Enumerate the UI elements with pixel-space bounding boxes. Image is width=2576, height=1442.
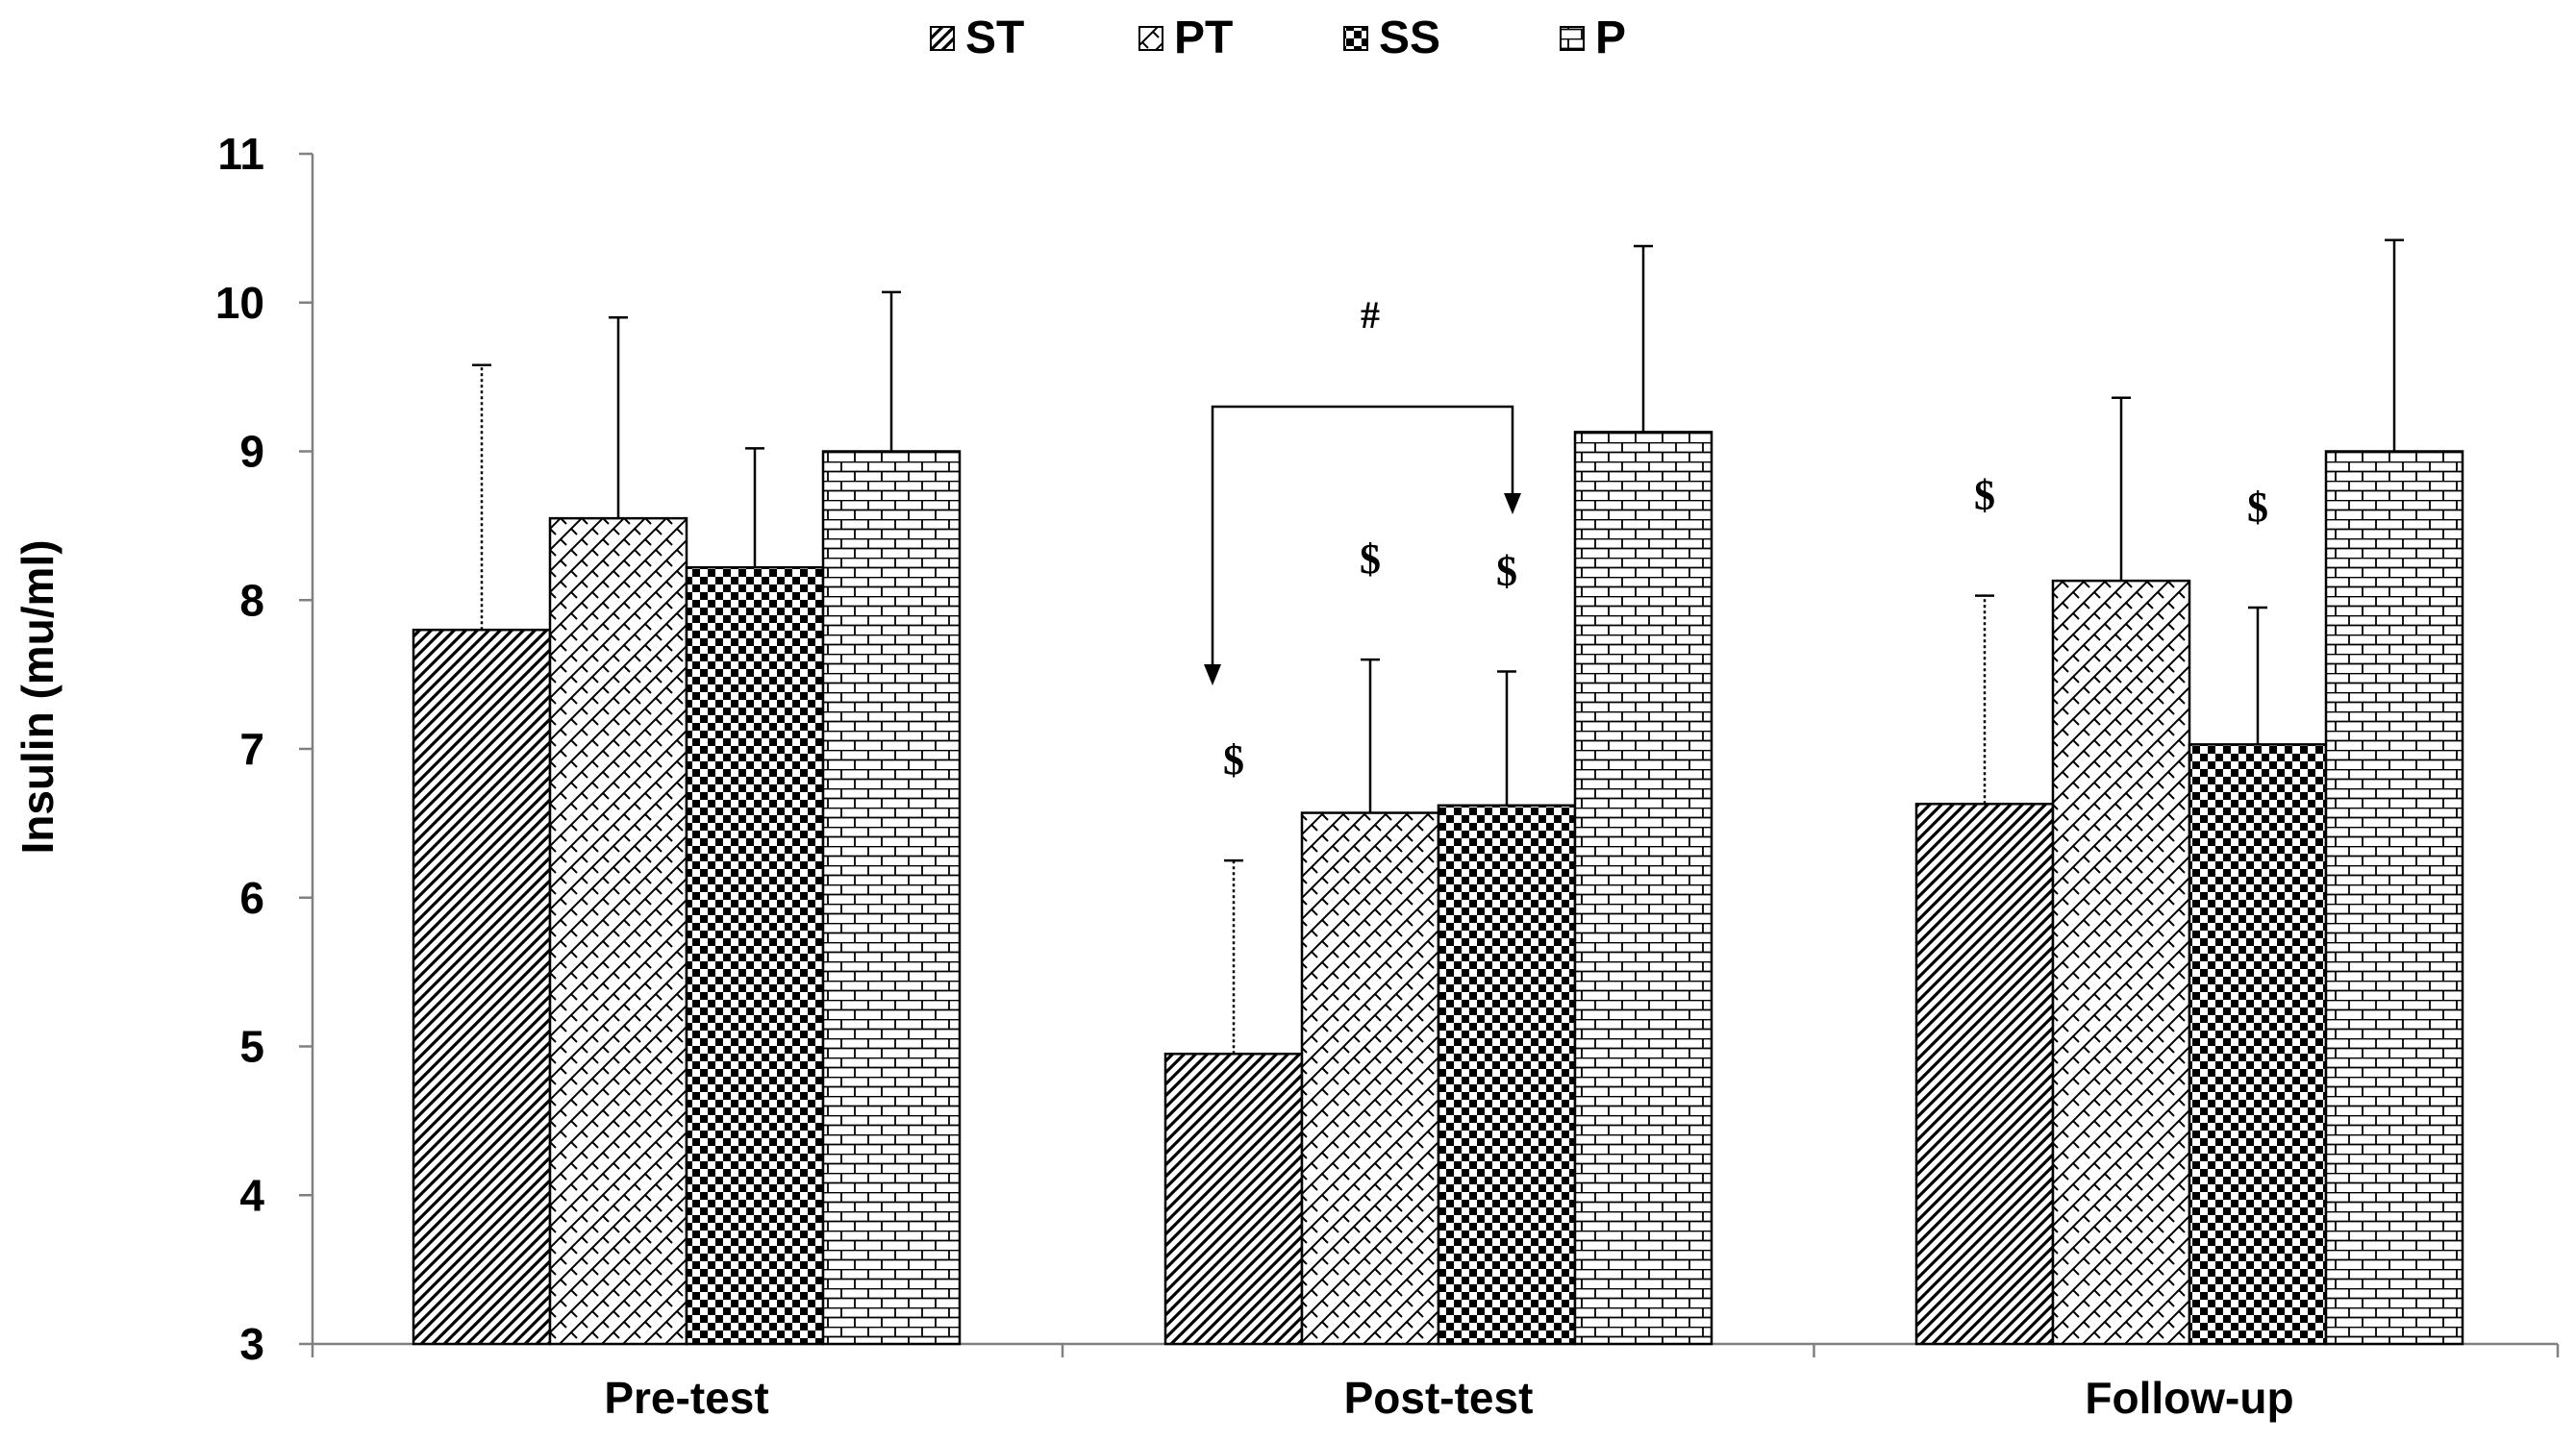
x-tick-label: Pre-test bbox=[604, 1373, 768, 1423]
legend-item-ss: SS bbox=[1343, 12, 1440, 63]
legend-item-p: P bbox=[1560, 12, 1626, 63]
bars bbox=[412, 431, 2464, 1346]
bar-ss-follow-up bbox=[2188, 743, 2328, 1346]
significance-marker: $ bbox=[2247, 484, 2268, 531]
annotations: $ $ $ $ $ # bbox=[1204, 293, 2268, 783]
bar-st-post-test bbox=[1163, 1052, 1304, 1346]
bar-pt-follow-up bbox=[2051, 579, 2191, 1346]
y-axis-title: Insulin (mu/ml) bbox=[13, 539, 63, 854]
y-tick-label: 5 bbox=[239, 1022, 264, 1072]
legend-swatch bbox=[1560, 26, 1585, 51]
bar-p-pre-test bbox=[821, 450, 962, 1346]
y-tick-label: 4 bbox=[239, 1170, 264, 1220]
legend-label: ST bbox=[965, 12, 1024, 63]
y-tick-label: 11 bbox=[217, 129, 264, 179]
x-axis: Pre-test Post-test Follow-up bbox=[311, 1342, 2560, 1423]
bar-st-follow-up bbox=[1914, 803, 2055, 1346]
legend-swatch bbox=[1138, 26, 1163, 51]
legend-label: PT bbox=[1174, 12, 1233, 63]
comparison-bracket: # bbox=[1204, 293, 1521, 685]
legend-item-pt: PT bbox=[1138, 12, 1233, 63]
y-tick-label: 9 bbox=[239, 427, 264, 477]
x-tick-label: Post-test bbox=[1344, 1373, 1534, 1423]
significance-marker: $ bbox=[1223, 736, 1244, 783]
y-axis: 3 4 5 6 7 8 9 10 11 bbox=[215, 129, 314, 1369]
legend-swatch bbox=[1343, 26, 1368, 51]
legend-label: SS bbox=[1379, 12, 1440, 63]
significance-marker: $ bbox=[1496, 548, 1517, 595]
legend-label: P bbox=[1595, 12, 1626, 63]
error-bars bbox=[472, 238, 2404, 1055]
legend-item-st: ST bbox=[930, 12, 1024, 63]
bracket-line bbox=[1211, 405, 1514, 666]
y-tick-label: 7 bbox=[239, 724, 264, 774]
bar-p-follow-up bbox=[2324, 450, 2464, 1346]
bracket-label: # bbox=[1361, 293, 1380, 336]
bar-p-post-test bbox=[1573, 431, 1713, 1346]
bracket-arrow-right bbox=[1504, 493, 1521, 514]
y-tick-label: 3 bbox=[239, 1319, 264, 1369]
x-tick-label: Follow-up bbox=[2085, 1373, 2293, 1423]
significance-marker: $ bbox=[1974, 472, 1995, 519]
y-tick-label: 10 bbox=[215, 278, 264, 328]
y-tick-label: 6 bbox=[239, 873, 264, 923]
y-tick-label: 8 bbox=[239, 575, 264, 625]
bar-ss-post-test bbox=[1437, 804, 1577, 1346]
bar-st-pre-test bbox=[412, 628, 552, 1346]
bar-ss-pre-test bbox=[685, 565, 825, 1346]
legend-swatch bbox=[930, 26, 955, 51]
bar-pt-pre-test bbox=[548, 516, 688, 1346]
significance-marker: $ bbox=[1360, 535, 1381, 583]
bar-pt-post-test bbox=[1300, 811, 1440, 1346]
legend: ST PT SS P bbox=[930, 12, 1626, 63]
bracket-arrow-left bbox=[1204, 664, 1221, 685]
